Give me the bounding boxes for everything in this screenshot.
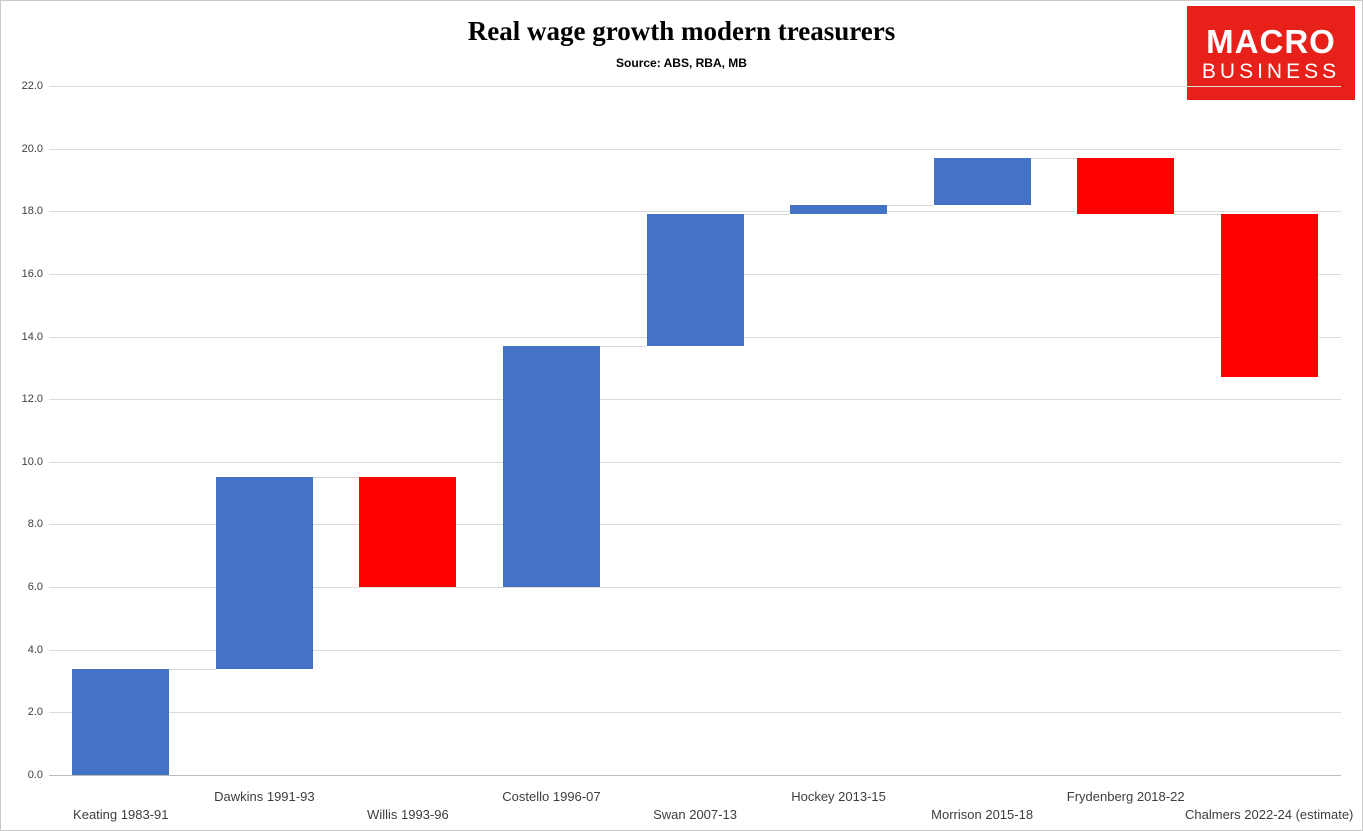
chart-subtitle: Source: ABS, RBA, MB xyxy=(616,56,747,70)
waterfall-connector xyxy=(169,668,216,670)
y-tick-label: 18.0 xyxy=(21,205,43,218)
gridline xyxy=(49,587,1341,589)
chart-title: Real wage growth modern treasurers xyxy=(467,16,896,46)
y-tick-label: 14.0 xyxy=(21,330,43,343)
gridline xyxy=(49,712,1341,714)
x-axis-line xyxy=(49,775,1341,776)
macrobusiness-logo: MACRO BUSINESS xyxy=(1187,6,1355,100)
y-tick-label: 16.0 xyxy=(21,267,43,280)
waterfall-connector xyxy=(1174,214,1221,216)
x-axis-label: Swan 2007-13 xyxy=(653,807,737,822)
y-tick-label: 20.0 xyxy=(21,142,43,155)
logo-text-business: BUSINESS xyxy=(1201,59,1341,83)
x-axis-label: Dawkins 1991-93 xyxy=(214,789,315,804)
x-axis-label: Morrison 2015-18 xyxy=(931,807,1034,822)
waterfall-bar-4 xyxy=(502,345,600,588)
x-axis-label: Keating 1983-91 xyxy=(73,807,169,822)
waterfall-bar-5 xyxy=(646,214,744,346)
logo-text-macro: MACRO xyxy=(1206,22,1336,60)
y-tick-label: 10.0 xyxy=(21,455,43,468)
waterfall-connector xyxy=(887,205,934,206)
plot-area: 0.0 2.0 4.0 6.0 8.0 10.0 12.0 14.0 16.0 18.0 20.0 2… xyxy=(22,80,1354,822)
gridline xyxy=(49,649,1341,651)
waterfall-bar-8 xyxy=(1077,158,1175,215)
waterfall-bar-1 xyxy=(72,668,170,775)
y-tick-label: 2.0 xyxy=(27,706,43,719)
x-axis-label: Frydenberg 2018-22 xyxy=(1066,789,1185,804)
waterfall-bar-2 xyxy=(215,477,313,669)
y-tick-label: 8.0 xyxy=(27,518,43,531)
waterfall-connector xyxy=(599,345,647,347)
gridline xyxy=(49,211,1341,213)
waterfall-bar-7 xyxy=(933,158,1031,205)
gridline xyxy=(49,148,1341,150)
waterfall-connector xyxy=(456,587,503,589)
y-tick-label: 6.0 xyxy=(27,581,43,594)
waterfall-bar-6 xyxy=(790,205,888,215)
waterfall-bar-9 xyxy=(1220,214,1318,378)
gridline xyxy=(49,524,1341,526)
waterfall-connector xyxy=(743,214,791,216)
x-axis-label: Hockey 2013-15 xyxy=(791,789,886,804)
x-axis-label: Costello 1996-07 xyxy=(502,789,601,804)
waterfall-bar-3 xyxy=(359,477,457,588)
gridline xyxy=(49,86,1341,87)
y-tick-label: 12.0 xyxy=(21,393,43,406)
waterfall-connector xyxy=(312,477,360,479)
gridline xyxy=(49,399,1341,401)
x-axis-label: Willis 1993-96 xyxy=(367,807,449,822)
y-tick-label: 4.0 xyxy=(27,643,43,656)
gridline xyxy=(49,461,1341,463)
x-axis-label: Chalmers 2022-24 (estimate) xyxy=(1185,807,1354,822)
y-tick-label: 22.0 xyxy=(21,80,43,92)
waterfall-connector xyxy=(1030,158,1078,160)
y-tick-label: 0.0 xyxy=(27,769,43,781)
